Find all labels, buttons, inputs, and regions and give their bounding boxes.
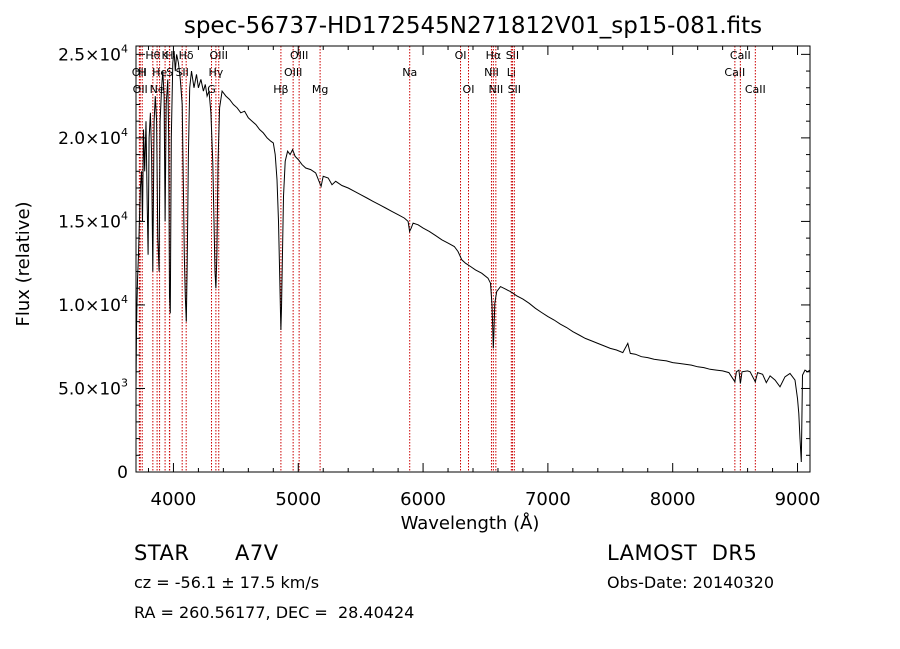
marker-label-11: G xyxy=(207,83,216,96)
marker-label-4: Ne xyxy=(150,83,165,96)
y-tick-label-1: 5.0×103 xyxy=(58,376,128,399)
plot-frame xyxy=(135,45,811,473)
marker-label-2: H xyxy=(138,66,146,79)
marker-label-3: Hθ xyxy=(145,49,160,62)
marker-label-15: OIII xyxy=(284,66,302,79)
y-axis: 0 5.0×103 1.0×104 1.5×104 2.0×104 2.5×104 xyxy=(58,42,810,483)
marker-label-26: SII xyxy=(508,83,521,96)
object-class: STAR xyxy=(134,541,190,565)
x-axis-label: Wavelength (Å) xyxy=(401,512,540,534)
survey-name: LAMOST DR5 xyxy=(607,541,758,565)
y-tick-label-3: 1.5×104 xyxy=(58,209,128,232)
chart-title: spec-56737-HD172545N271812V01_sp15-081.f… xyxy=(184,13,762,39)
x-tick-label-1: 5000 xyxy=(275,489,321,510)
x-tick-label-5: 9000 xyxy=(775,489,821,510)
marker-label-22: Hα xyxy=(486,49,502,62)
x-tick-label-3: 7000 xyxy=(525,489,571,510)
marker-label-12: Hγ xyxy=(208,66,223,79)
spectrum-line xyxy=(135,50,811,463)
spectrum-chart: spec-56737-HD172545N271812V01_sp15-081.f… xyxy=(13,13,821,534)
redshift-text: cz = -56.1 ± 17.5 km/s xyxy=(134,573,320,592)
x-tick-label-2: 6000 xyxy=(400,489,446,510)
object-subclass: A7V xyxy=(235,541,279,565)
marker-label-29: CaII xyxy=(745,83,766,96)
marker-label-6: K xyxy=(161,49,169,62)
marker-label-23: NII xyxy=(488,83,503,96)
marker-label-8: S xyxy=(166,66,173,79)
marker-label-28: CaII xyxy=(730,49,751,62)
y-tick-label-4: 2.0×104 xyxy=(58,126,128,149)
marker-label-27: CaII xyxy=(724,66,745,79)
x-tick-label-4: 8000 xyxy=(650,489,696,510)
marker-label-1: OII xyxy=(133,83,148,96)
marker-label-20: OI xyxy=(463,83,475,96)
marker-label-10: Hδ xyxy=(179,49,194,62)
marker-label-14: Hβ xyxy=(273,83,288,96)
marker-label-17: Mg xyxy=(312,83,328,96)
x-tick-label-0: 4000 xyxy=(151,489,197,510)
marker-label-24: Li xyxy=(507,66,516,79)
marker-label-21: NII xyxy=(484,66,499,79)
coordinates-text: RA = 260.56177, DEC = 28.40424 xyxy=(134,603,415,622)
x-axis: 4000 5000 6000 7000 8000 9000 xyxy=(147,46,821,510)
marker-label-13: OIII xyxy=(210,49,228,62)
y-axis-label: Flux (relative) xyxy=(13,201,34,326)
observation-date: Obs-Date: 20140320 xyxy=(607,573,775,592)
marker-label-25: SII xyxy=(506,49,519,62)
marker-label-18: Na xyxy=(402,66,417,79)
marker-label-19: OI xyxy=(455,49,467,62)
spectral-line-markers: OIIOIIHHθNeHeKHSSIIHδGHγOIIIHβOIIIOIIIMg… xyxy=(132,46,766,472)
y-tick-label-0: 0 xyxy=(117,463,128,483)
y-tick-label-2: 1.0×104 xyxy=(58,293,128,316)
y-tick-label-5: 2.5×104 xyxy=(58,42,128,65)
marker-label-16: OIII xyxy=(290,49,308,62)
marker-label-9: SII xyxy=(175,66,188,79)
